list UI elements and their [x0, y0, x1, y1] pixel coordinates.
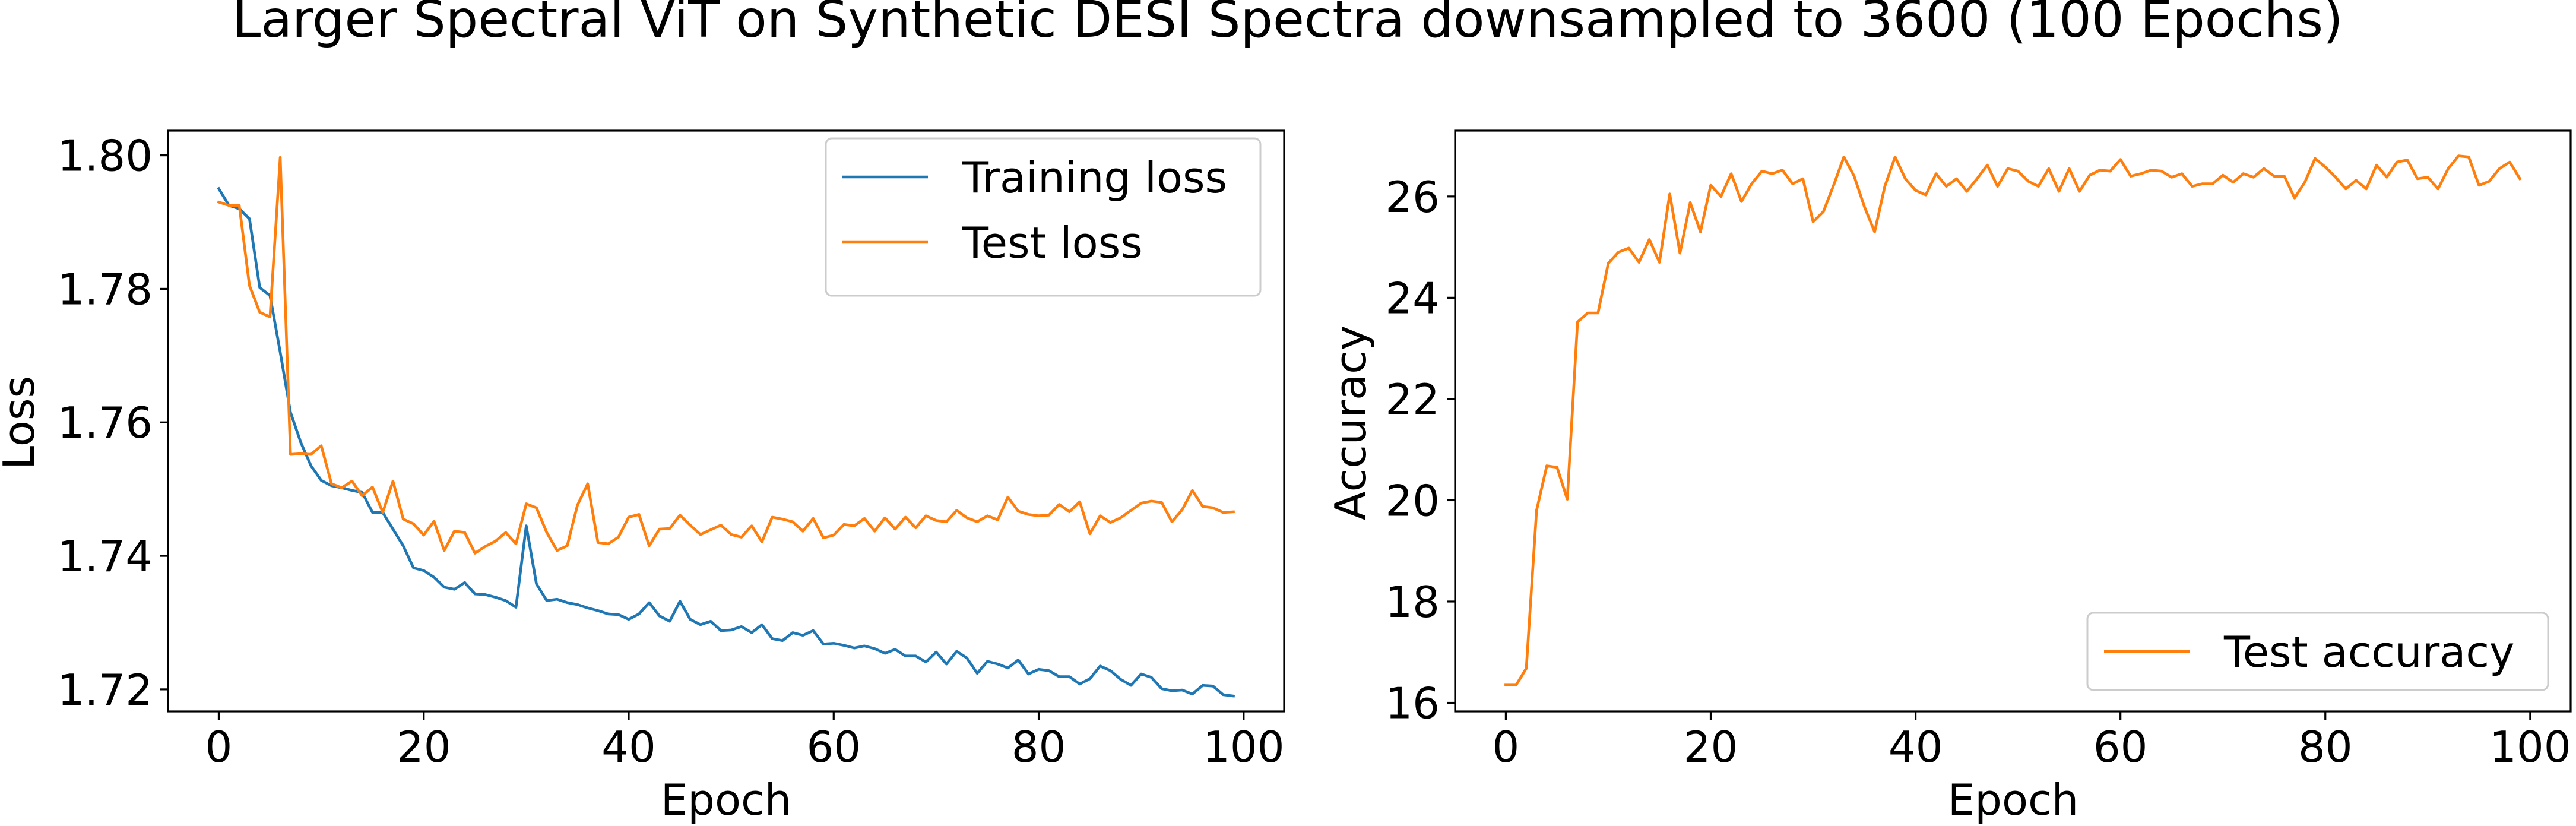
- accuracy-y-tick-label: 18: [1385, 577, 1440, 627]
- loss-legend-label-1: Training loss: [962, 153, 1227, 202]
- loss-x-tick-label: 60: [806, 722, 861, 772]
- accuracy-y-tick-label: 20: [1385, 476, 1440, 526]
- loss-y-axis-label: Loss: [0, 376, 44, 470]
- loss-y-tick-label: 1.72: [58, 665, 153, 715]
- accuracy-x-axis-label: Epoch: [1948, 775, 2078, 825]
- accuracy-axes-frame: [1454, 129, 2572, 713]
- loss-x-tick-label: 100: [1203, 722, 1284, 772]
- loss-x-axis-label: Epoch: [661, 775, 791, 825]
- accuracy-y-axis-label: Accuracy: [1326, 325, 1376, 521]
- loss-x-tick-label: 80: [1012, 722, 1066, 772]
- accuracy-y-tick-label: 16: [1385, 679, 1440, 729]
- loss-legend-label-2: Test loss: [962, 218, 1143, 268]
- accuracy-legend-box: [2086, 612, 2549, 691]
- accuracy-legend-label-1: Test accuracy: [2223, 627, 2515, 677]
- accuracy-x-tick-label: 40: [1889, 722, 1943, 772]
- accuracy-x-tick-label: 100: [2489, 722, 2571, 772]
- accuracy-y-tick-label: 24: [1385, 273, 1440, 323]
- loss-x-tick-label: 40: [601, 722, 656, 772]
- accuracy-series-line-1: [1504, 154, 2522, 686]
- accuracy-x-tick-label: 0: [1493, 722, 1520, 772]
- figure-title: Larger Spectral ViT on Synthetic DESI Sp…: [232, 0, 2343, 49]
- loss-y-tick-label: 1.76: [58, 398, 153, 448]
- loss-axes-frame: [167, 129, 1285, 713]
- loss-x-tick-label: 0: [205, 722, 233, 772]
- accuracy-x-tick-label: 60: [2093, 722, 2148, 772]
- accuracy-y-tick-label: 26: [1385, 172, 1440, 222]
- accuracy-chart: Accuracy Epoch 0 20 40 60 80 100 16 18 20 22 24 26 T…: [1326, 129, 2572, 825]
- accuracy-y-tick-label: 22: [1385, 375, 1440, 425]
- accuracy-x-tick-label: 80: [2298, 722, 2353, 772]
- loss-x-tick-label: 20: [397, 722, 451, 772]
- loss-y-tick-label: 1.80: [58, 131, 153, 181]
- loss-y-tick-label: 1.78: [58, 264, 153, 314]
- loss-chart: Loss Epoch 0 20 40 60 80 100 1.72 1.74 1.76 1.78 1…: [0, 129, 1285, 825]
- loss-series-line-1: [217, 186, 1235, 698]
- loss-y-tick-label: 1.74: [58, 531, 153, 581]
- loss-legend-box: [825, 137, 1262, 297]
- accuracy-x-tick-label: 20: [1684, 722, 1738, 772]
- accuracy-legend: Test accuracy: [2086, 612, 2549, 691]
- loss-legend: Training loss Test loss: [825, 137, 1262, 297]
- loss-series-line-2: [217, 156, 1235, 555]
